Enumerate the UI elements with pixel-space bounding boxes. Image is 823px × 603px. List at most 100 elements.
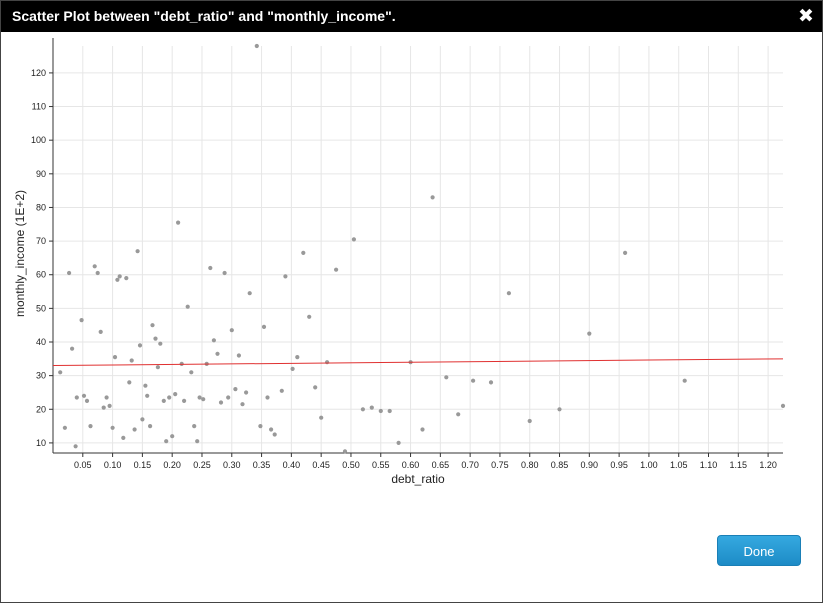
y-tick-label: 90 xyxy=(36,169,46,179)
data-point xyxy=(283,274,288,279)
x-tick-label: 0.90 xyxy=(581,460,599,470)
chart-trendline xyxy=(52,358,784,367)
close-icon[interactable]: ✖ xyxy=(798,5,814,27)
data-point xyxy=(132,427,137,432)
x-tick-label: 0.10 xyxy=(104,460,122,470)
data-point xyxy=(95,270,100,276)
y-axis-title: monthly_income (1E+2) xyxy=(13,190,27,317)
data-point xyxy=(456,412,461,417)
data-point xyxy=(195,439,200,444)
data-point xyxy=(247,291,252,296)
data-point xyxy=(488,380,494,385)
x-tick-label: 0.75 xyxy=(491,460,509,470)
data-point xyxy=(81,393,87,398)
data-point xyxy=(150,323,155,328)
data-point xyxy=(74,395,79,400)
data-point xyxy=(430,195,435,200)
y-tick-label: 30 xyxy=(36,371,46,381)
data-point xyxy=(153,336,158,341)
data-point xyxy=(226,395,231,400)
x-tick-label: 0.25 xyxy=(193,460,211,470)
data-point xyxy=(135,249,140,254)
chart-grid xyxy=(53,46,783,453)
data-point xyxy=(334,267,339,272)
data-point xyxy=(319,415,324,420)
data-point xyxy=(279,388,284,393)
y-tick-label: 100 xyxy=(31,135,46,145)
data-point xyxy=(98,329,103,334)
data-point xyxy=(222,270,227,276)
data-point xyxy=(623,250,628,255)
data-point xyxy=(92,264,97,269)
data-point xyxy=(67,270,72,276)
y-tick-label: 60 xyxy=(36,270,46,280)
y-tick-label: 10 xyxy=(36,438,46,448)
data-point xyxy=(170,434,175,439)
data-point xyxy=(780,403,786,408)
x-tick-label: 1.10 xyxy=(700,460,718,470)
y-tick-label: 120 xyxy=(31,68,46,78)
data-point xyxy=(261,324,267,329)
data-point xyxy=(143,383,148,388)
data-point xyxy=(208,265,213,271)
x-tick-label: 0.05 xyxy=(74,460,92,470)
y-tick-label: 20 xyxy=(36,404,46,414)
data-point xyxy=(269,427,274,432)
data-point xyxy=(387,408,392,414)
data-point xyxy=(88,424,93,429)
x-tick-label: 0.55 xyxy=(372,460,390,470)
x-tick-label: 0.70 xyxy=(461,460,479,470)
data-point xyxy=(101,405,106,410)
data-point xyxy=(140,417,145,422)
data-point xyxy=(164,439,169,444)
data-point xyxy=(215,351,220,356)
data-point xyxy=(272,432,277,437)
x-tick-label: 1.15 xyxy=(730,460,748,470)
x-tick-label: 0.30 xyxy=(223,460,241,470)
done-button[interactable]: Done xyxy=(717,535,801,566)
data-point xyxy=(173,392,178,397)
y-tick-label: 50 xyxy=(36,303,46,313)
data-point xyxy=(79,318,84,323)
data-point xyxy=(129,358,134,363)
data-point xyxy=(145,393,150,398)
dialog-titlebar: Scatter Plot between "debt_ratio" and "m… xyxy=(1,1,822,32)
chart-points xyxy=(58,43,786,454)
scatter-chart: 0.05 0.10 0.15 0.20 0.25 0.30 0.35 0.40 0.45 0.50… xyxy=(13,38,786,486)
data-point xyxy=(192,424,197,429)
data-point xyxy=(115,277,120,282)
data-point xyxy=(307,314,312,319)
x-tick-label: 0.50 xyxy=(342,460,360,470)
data-point xyxy=(325,360,330,365)
data-point xyxy=(444,375,449,380)
data-point xyxy=(301,250,306,255)
data-point xyxy=(121,435,126,440)
data-point xyxy=(176,220,181,225)
data-point xyxy=(197,395,202,400)
data-point xyxy=(229,328,234,333)
data-point xyxy=(104,395,109,400)
data-point xyxy=(240,402,245,407)
data-point xyxy=(161,398,166,403)
dialog-title: Scatter Plot between "debt_ratio" and "m… xyxy=(12,8,396,24)
data-point xyxy=(378,408,383,414)
data-point xyxy=(158,341,163,346)
data-point xyxy=(182,398,187,403)
data-point xyxy=(254,43,259,49)
data-point xyxy=(265,395,270,400)
data-point xyxy=(295,355,300,360)
x-tick-label: 1.00 xyxy=(640,460,658,470)
x-tick-label: 0.15 xyxy=(134,460,152,470)
data-point xyxy=(471,378,476,383)
data-point xyxy=(155,365,160,370)
data-point xyxy=(360,407,365,412)
data-point xyxy=(110,425,115,430)
data-point xyxy=(107,403,112,408)
data-point xyxy=(58,370,63,375)
x-tick-label: 0.35 xyxy=(253,460,271,470)
data-point xyxy=(369,405,374,410)
x-tick-label: 1.20 xyxy=(759,460,777,470)
data-point xyxy=(62,425,67,430)
data-point xyxy=(70,346,75,351)
